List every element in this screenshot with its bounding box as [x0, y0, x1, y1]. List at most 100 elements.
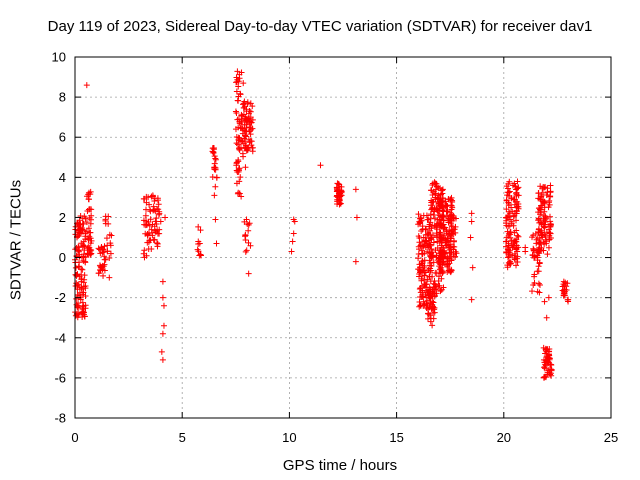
y-tick-label: 0: [59, 250, 66, 265]
data-point: [212, 156, 219, 163]
data-point: [541, 217, 548, 224]
data-point: [468, 218, 475, 225]
data-point: [442, 198, 449, 205]
data-point: [80, 303, 87, 310]
data-point: [235, 116, 242, 123]
data-point: [242, 232, 249, 239]
data-point: [195, 248, 202, 255]
data-point: [245, 270, 252, 277]
data-point: [290, 216, 297, 223]
data-point: [240, 111, 247, 118]
data-point: [428, 187, 435, 194]
data-point: [531, 253, 538, 260]
x-tick-label: 10: [282, 430, 296, 445]
data-point: [83, 82, 90, 89]
data-point: [433, 290, 440, 297]
data-point: [439, 251, 446, 258]
data-point: [233, 109, 240, 116]
data-point: [87, 220, 94, 227]
data-point: [504, 228, 511, 235]
data-point: [236, 190, 243, 197]
data-point: [507, 258, 514, 265]
data-point: [141, 254, 148, 261]
data-point: [423, 225, 430, 232]
data-point: [514, 203, 521, 210]
data-point: [151, 197, 158, 204]
data-point: [537, 219, 544, 226]
data-point: [432, 281, 439, 288]
data-point: [442, 236, 449, 243]
data-point: [444, 262, 451, 269]
data-point: [148, 193, 155, 200]
data-point: [437, 247, 444, 254]
data-point: [417, 218, 424, 225]
data-point: [419, 293, 426, 300]
data-point: [244, 146, 251, 153]
data-point: [538, 244, 545, 251]
data-point: [541, 204, 548, 211]
data-point: [236, 178, 243, 185]
y-tick-label: 2: [59, 210, 66, 225]
data-point: [537, 196, 544, 203]
data-point: [152, 228, 159, 235]
data-point: [507, 234, 514, 241]
data-point: [431, 179, 438, 186]
data-point: [241, 121, 248, 128]
data-point: [107, 250, 114, 257]
y-tick-label: -6: [54, 370, 66, 385]
data-point: [449, 230, 456, 237]
data-point: [542, 362, 549, 369]
y-tick-label: -8: [54, 411, 66, 426]
data-point: [81, 213, 88, 220]
data-point: [249, 103, 256, 110]
data-point: [88, 237, 95, 244]
data-point: [504, 254, 511, 261]
data-point: [531, 273, 538, 280]
data-point: [560, 288, 567, 295]
data-point: [511, 254, 518, 261]
data-point: [238, 69, 245, 76]
data-point: [243, 116, 250, 123]
data-point: [152, 218, 159, 225]
data-point: [543, 191, 550, 198]
data-point: [107, 242, 114, 249]
data-point: [78, 265, 85, 272]
data-point: [86, 247, 93, 254]
data-point: [237, 91, 244, 98]
data-point: [468, 210, 475, 217]
data-point: [80, 309, 87, 316]
data-point: [102, 217, 109, 224]
data-point: [428, 234, 435, 241]
data-point: [439, 186, 446, 193]
data-point: [237, 174, 244, 181]
data-point: [232, 108, 239, 115]
y-tick-label: 10: [52, 50, 66, 65]
data-point: [105, 220, 112, 227]
data-point: [82, 292, 89, 299]
data-point: [95, 245, 102, 252]
data-point: [424, 287, 431, 294]
data-point: [531, 280, 538, 287]
data-point: [512, 238, 519, 245]
data-point: [72, 264, 79, 271]
data-point: [150, 203, 157, 210]
data-point: [242, 145, 249, 152]
data-point: [143, 221, 150, 228]
data-point: [541, 298, 548, 305]
data-point: [438, 187, 445, 194]
data-point: [447, 268, 454, 275]
data-point: [448, 249, 455, 256]
data-point: [547, 235, 554, 242]
data-point: [444, 269, 451, 276]
data-point: [419, 260, 426, 267]
data-point: [106, 274, 113, 281]
data-point: [79, 242, 86, 249]
data-point: [154, 240, 161, 247]
y-tick-label: -4: [54, 330, 66, 345]
y-axis-label: SDTVAR / TECUs: [7, 179, 25, 301]
data-point: [85, 244, 92, 251]
data-point: [79, 314, 86, 321]
data-point: [504, 246, 511, 253]
data-point: [426, 312, 433, 319]
data-point: [424, 297, 431, 304]
